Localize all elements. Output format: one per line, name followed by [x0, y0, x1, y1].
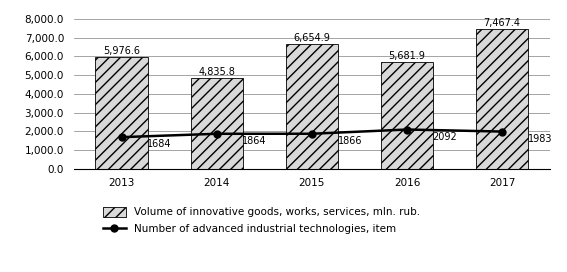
Text: 5,681.9: 5,681.9 [388, 51, 425, 61]
Text: 1866: 1866 [337, 136, 362, 146]
Text: 1983: 1983 [528, 134, 552, 144]
Text: 2092: 2092 [433, 132, 458, 142]
Bar [381, 62, 433, 169]
Legend: Volume of innovative goods, works, services, mln. rub., Number of advanced indus: Volume of innovative goods, works, servi… [103, 207, 420, 234]
Text: 7,467.4: 7,467.4 [484, 18, 521, 28]
Text: 5,976.6: 5,976.6 [103, 46, 140, 56]
Text: 1864: 1864 [242, 136, 267, 146]
Text: 4,835.8: 4,835.8 [198, 67, 235, 77]
Text: 1684: 1684 [147, 139, 172, 149]
Bar [476, 29, 528, 169]
Bar [286, 44, 338, 169]
Bar [95, 57, 147, 169]
Text: 6,654.9: 6,654.9 [293, 33, 331, 43]
Bar [191, 78, 243, 169]
